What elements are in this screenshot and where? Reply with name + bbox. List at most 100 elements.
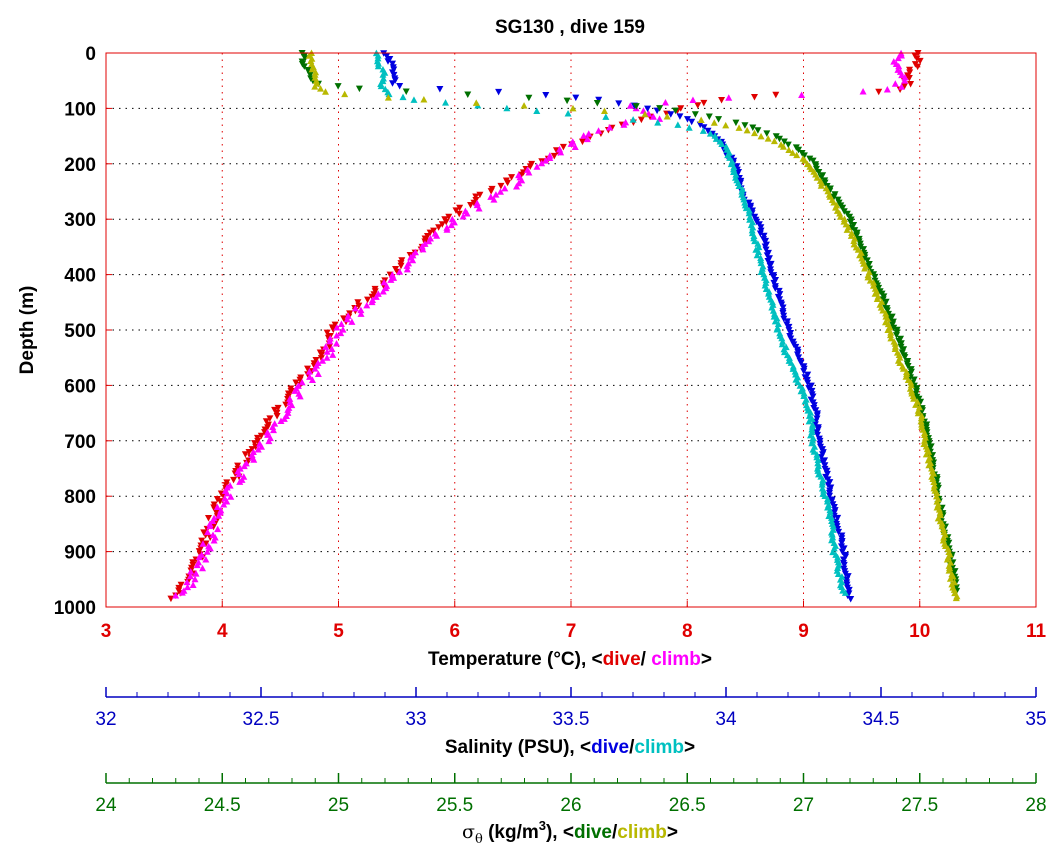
- y-tick-label: 700: [64, 432, 96, 453]
- data-point: [834, 570, 842, 577]
- data-point: [389, 80, 397, 87]
- data-point: [710, 119, 718, 126]
- y-tick-label: 800: [64, 487, 96, 508]
- data-point: [817, 454, 825, 461]
- data-point: [735, 182, 743, 190]
- data-point: [593, 99, 601, 107]
- data-point: [840, 561, 848, 569]
- data-point: [564, 110, 572, 117]
- data-point: [452, 207, 460, 214]
- data-point: [776, 296, 784, 303]
- data-point: [840, 545, 848, 552]
- data-point: [944, 545, 952, 552]
- sigma-tick-label: 27: [793, 795, 814, 816]
- data-point: [836, 213, 844, 220]
- data-point: [699, 127, 707, 134]
- data-point: [774, 320, 782, 327]
- data-point: [492, 191, 500, 198]
- data-point: [264, 431, 272, 438]
- data-point: [677, 105, 685, 112]
- data-point: [286, 395, 294, 402]
- data-point: [183, 578, 191, 586]
- data-point: [526, 163, 534, 170]
- data-point: [199, 540, 207, 547]
- data-point: [848, 229, 856, 237]
- data-point: [772, 91, 780, 99]
- data-point: [167, 595, 175, 603]
- data-point: [654, 119, 662, 126]
- data-point: [542, 157, 550, 164]
- data-point: [916, 57, 924, 65]
- data-point: [917, 417, 925, 425]
- data-point: [735, 124, 743, 131]
- data-point: [304, 365, 312, 373]
- data-point: [292, 379, 300, 387]
- data-point: [326, 343, 334, 350]
- data-point: [861, 265, 869, 272]
- data-point: [705, 113, 713, 121]
- data-point: [445, 213, 453, 221]
- data-point: [817, 182, 825, 189]
- data-point: [234, 462, 242, 470]
- data-point: [419, 245, 427, 253]
- data-point: [380, 278, 388, 286]
- data-point: [907, 381, 915, 389]
- data-point: [841, 589, 849, 596]
- data-point: [420, 96, 428, 103]
- data-point: [905, 74, 913, 82]
- data-point: [882, 298, 890, 306]
- data-point: [745, 209, 753, 217]
- data-point: [323, 354, 331, 361]
- data-point: [834, 564, 842, 571]
- data-point: [751, 129, 759, 137]
- data-point: [907, 378, 915, 386]
- data-point: [501, 184, 509, 192]
- data-point: [930, 478, 938, 486]
- sigma-tick-label: 25.5: [436, 795, 473, 816]
- data-point: [490, 196, 498, 203]
- data-point: [442, 99, 450, 106]
- data-point: [192, 570, 200, 577]
- data-point: [685, 124, 693, 131]
- data-point: [733, 163, 741, 170]
- data-point: [258, 443, 266, 450]
- data-point: [834, 514, 842, 522]
- data-point: [676, 113, 684, 120]
- data-point: [784, 141, 792, 149]
- data-point: [354, 299, 362, 306]
- y-tick-label: 400: [64, 266, 96, 287]
- data-point: [572, 94, 580, 102]
- data-point: [743, 126, 751, 134]
- data-point: [909, 392, 917, 400]
- data-point: [760, 232, 768, 240]
- sigma-tick-label: 28: [1025, 795, 1046, 816]
- data-point: [779, 338, 787, 345]
- data-point: [250, 456, 258, 463]
- data-point: [520, 102, 528, 109]
- y-tick-label: 100: [64, 99, 96, 120]
- data-point: [198, 537, 206, 545]
- data-point: [306, 71, 314, 79]
- data-point: [907, 80, 915, 88]
- data-point: [813, 431, 821, 439]
- data-point: [762, 276, 770, 284]
- data-point: [314, 370, 322, 378]
- data-point: [435, 224, 443, 231]
- data-point: [793, 151, 801, 159]
- data-point: [814, 467, 822, 474]
- data-point: [629, 116, 637, 123]
- data-point: [795, 146, 803, 154]
- data-point: [847, 596, 855, 603]
- data-point: [355, 85, 363, 93]
- data-point: [202, 540, 210, 547]
- data-point: [785, 354, 793, 361]
- data-point: [409, 256, 417, 264]
- data-point: [296, 392, 304, 400]
- data-point: [763, 130, 771, 137]
- data-point: [914, 63, 922, 71]
- data-point: [503, 104, 511, 112]
- data-point: [251, 440, 259, 447]
- data-point: [210, 536, 218, 544]
- data-point: [567, 140, 575, 147]
- sigma-axis-label: σθ (kg/m3), <dive/climb>: [462, 818, 678, 847]
